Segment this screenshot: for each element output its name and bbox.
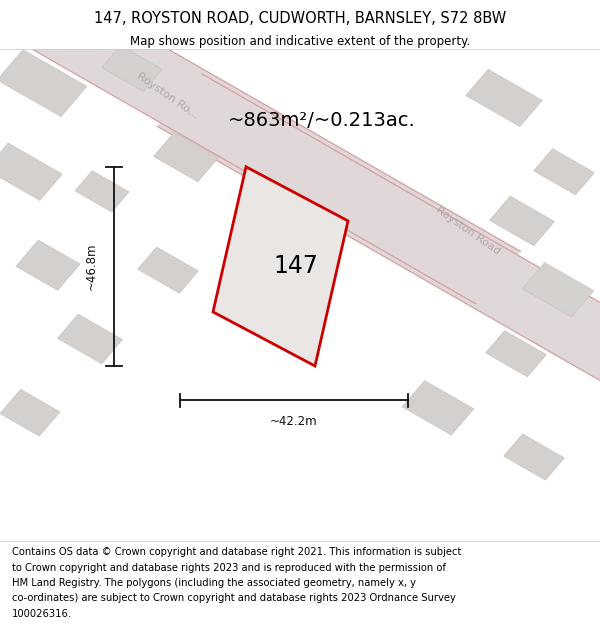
Text: 147, ROYSTON ROAD, CUDWORTH, BARNSLEY, S72 8BW: 147, ROYSTON ROAD, CUDWORTH, BARNSLEY, S…: [94, 11, 506, 26]
Text: Royston Road: Royston Road: [434, 205, 502, 257]
Polygon shape: [101, 46, 163, 91]
Polygon shape: [522, 262, 594, 317]
Polygon shape: [137, 247, 199, 293]
Text: 100026316.: 100026316.: [12, 609, 72, 619]
Polygon shape: [485, 331, 547, 377]
Polygon shape: [213, 167, 348, 366]
Polygon shape: [0, 50, 87, 117]
Polygon shape: [533, 149, 595, 195]
Polygon shape: [0, 0, 521, 304]
Polygon shape: [503, 434, 565, 480]
Polygon shape: [402, 381, 474, 435]
Text: to Crown copyright and database rights 2023 and is reproduced with the permissio: to Crown copyright and database rights 2…: [12, 562, 446, 572]
Text: 147: 147: [273, 254, 318, 278]
Polygon shape: [58, 314, 122, 364]
Polygon shape: [16, 240, 80, 290]
Text: ~42.2m: ~42.2m: [270, 414, 318, 428]
Polygon shape: [154, 132, 218, 182]
Polygon shape: [0, 389, 60, 436]
Text: co-ordinates) are subject to Crown copyright and database rights 2023 Ordnance S: co-ordinates) are subject to Crown copyr…: [12, 594, 456, 604]
Polygon shape: [157, 74, 600, 437]
Text: HM Land Registry. The polygons (including the associated geometry, namely x, y: HM Land Registry. The polygons (includin…: [12, 578, 416, 588]
Polygon shape: [75, 171, 129, 212]
Text: Contains OS data © Crown copyright and database right 2021. This information is : Contains OS data © Crown copyright and d…: [12, 548, 461, 558]
Polygon shape: [0, 143, 62, 201]
Text: Map shows position and indicative extent of the property.: Map shows position and indicative extent…: [130, 35, 470, 48]
Text: Royston Ro...: Royston Ro...: [136, 71, 200, 121]
Text: ~863m²/~0.213ac.: ~863m²/~0.213ac.: [228, 111, 416, 129]
Text: ~46.8m: ~46.8m: [85, 242, 98, 290]
Polygon shape: [466, 69, 542, 126]
Polygon shape: [490, 196, 554, 246]
